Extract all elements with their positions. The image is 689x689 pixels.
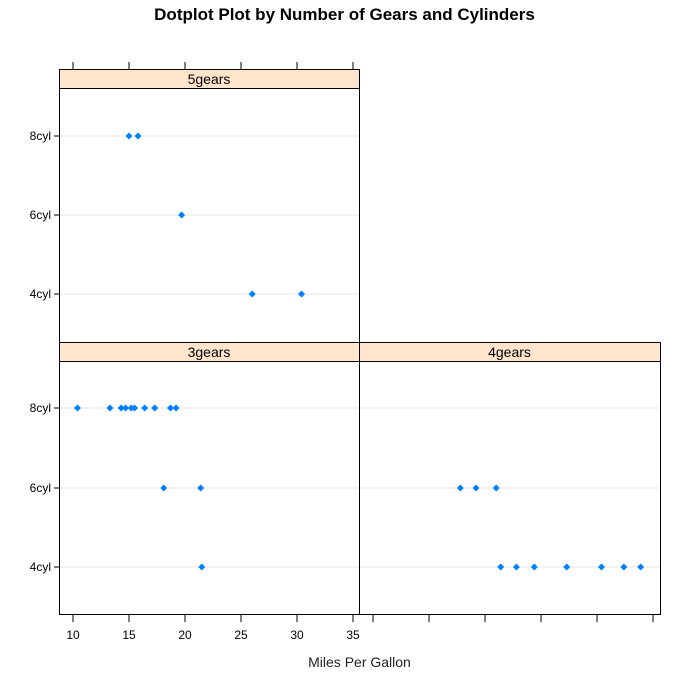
panel-strip <box>59 69 360 89</box>
x-tick-label: 10 <box>66 628 80 642</box>
panel-border <box>359 342 661 615</box>
y-tick-label: 4cyl <box>30 287 51 301</box>
x-axis-label: Miles Per Gallon <box>308 654 411 670</box>
panel-strip-label: 4gears <box>488 344 531 360</box>
data-point <box>563 563 571 571</box>
y-tick-label: 6cyl <box>30 481 51 495</box>
data-point <box>141 404 149 412</box>
data-point <box>172 404 180 412</box>
data-point <box>456 484 464 492</box>
data-point <box>597 563 605 571</box>
data-point <box>198 563 206 571</box>
data-point <box>637 563 645 571</box>
data-point <box>134 132 142 140</box>
data-point <box>117 404 125 412</box>
panel-border <box>59 342 360 615</box>
data-point <box>73 404 81 412</box>
y-tick-label: 6cyl <box>30 208 51 222</box>
data-point <box>297 290 305 298</box>
x-tick-label: 25 <box>234 628 248 642</box>
data-point <box>497 563 505 571</box>
data-point <box>197 484 205 492</box>
data-point <box>620 563 628 571</box>
data-point <box>472 484 480 492</box>
y-tick-label: 8cyl <box>30 401 51 415</box>
x-tick-label: 15 <box>122 628 136 642</box>
chart-title: Dotplot Plot by Number of Gears and Cyli… <box>154 5 535 24</box>
data-point <box>166 404 174 412</box>
data-point <box>512 563 520 571</box>
data-point <box>492 484 500 492</box>
y-tick-label: 4cyl <box>30 560 51 574</box>
data-point <box>125 132 133 140</box>
panel-strip-label: 5gears <box>188 71 231 87</box>
data-point <box>151 404 159 412</box>
data-point <box>178 211 186 219</box>
x-tick-label: 35 <box>346 628 360 642</box>
y-tick-label: 8cyl <box>30 129 51 143</box>
data-point <box>106 404 114 412</box>
data-point <box>248 290 256 298</box>
x-tick-label: 20 <box>178 628 192 642</box>
panel-border <box>59 69 360 343</box>
data-point <box>122 404 130 412</box>
panel-strip-label: 3gears <box>188 344 231 360</box>
data-point <box>131 404 139 412</box>
panel-strip <box>359 342 661 362</box>
data-point <box>530 563 538 571</box>
x-tick-label: 30 <box>290 628 304 642</box>
data-point <box>160 484 168 492</box>
